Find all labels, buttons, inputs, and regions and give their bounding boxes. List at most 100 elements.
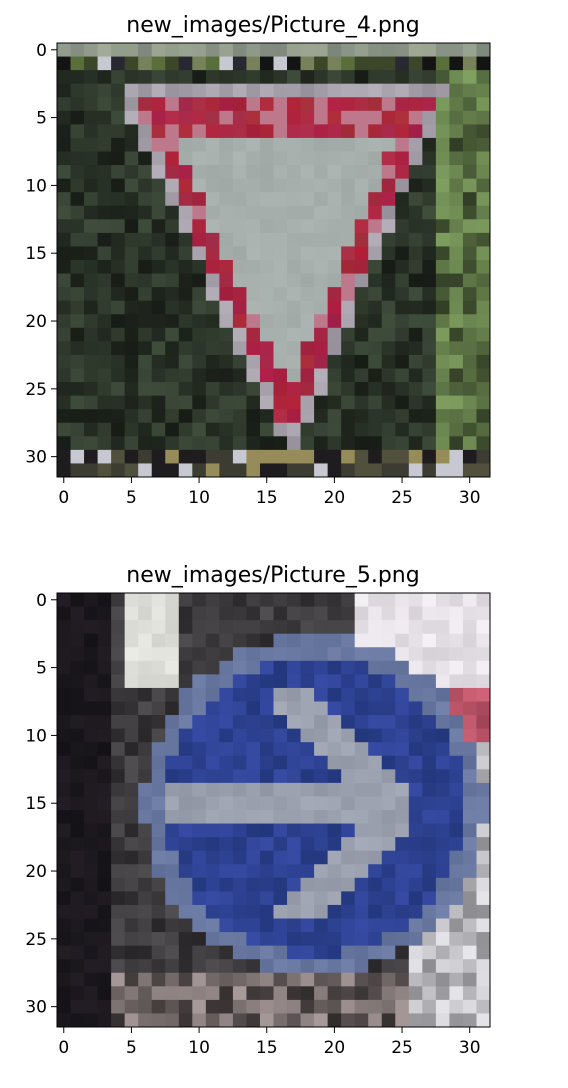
image-pixel (246, 850, 261, 865)
image-pixel (259, 43, 274, 58)
image-pixel (70, 422, 85, 437)
image-pixel (354, 823, 369, 838)
image-pixel (246, 449, 261, 464)
image-pixel (219, 409, 234, 424)
image-pixel (70, 660, 85, 675)
image-pixel (287, 83, 302, 98)
image-pixel (449, 837, 464, 852)
image-pixel (165, 877, 180, 892)
image-pixel (138, 260, 153, 275)
image-pixel (287, 341, 302, 356)
image-pixel (462, 232, 477, 247)
image-pixel (273, 110, 288, 125)
image-pixel (97, 986, 112, 1001)
image-pixel (422, 409, 437, 424)
image-pixel (462, 660, 477, 675)
image-pixel (381, 999, 396, 1014)
image-pixel (192, 178, 207, 193)
image-pixel (300, 449, 315, 464)
image-pixel (178, 959, 193, 974)
image-pixel (259, 891, 274, 906)
image-pixel (165, 137, 180, 152)
image-pixel (408, 354, 423, 369)
image-pixel (138, 341, 153, 356)
image-pixel (327, 864, 342, 879)
image-pixel (273, 769, 288, 784)
image-pixel (287, 137, 302, 152)
image-pixel (70, 368, 85, 383)
image-pixel (151, 932, 166, 947)
image-pixel (273, 422, 288, 437)
image-pixel (165, 56, 180, 71)
image-pixel (476, 932, 491, 947)
image-pixel (381, 327, 396, 342)
image-pixel (395, 97, 410, 112)
image-pixel (422, 273, 437, 288)
image-pixel (354, 192, 369, 207)
image-pixel (124, 165, 139, 180)
image-pixel (273, 83, 288, 98)
image-pixel (327, 986, 342, 1001)
image-pixel (219, 837, 234, 852)
image-pixel (70, 232, 85, 247)
image-pixel (300, 205, 315, 220)
image-pixel (381, 742, 396, 757)
image-pixel (354, 463, 369, 478)
image-pixel (273, 891, 288, 906)
image-pixel (178, 97, 193, 112)
image-pixel (57, 742, 72, 757)
image-pixel (219, 810, 234, 825)
panel-2-title: new_images/Picture_5.png (126, 563, 419, 588)
image-pixel (205, 354, 220, 369)
image-pixel (138, 620, 153, 635)
image-pixel (138, 972, 153, 987)
image-pixel (408, 110, 423, 125)
image-pixel (435, 70, 450, 85)
image-pixel (300, 300, 315, 315)
image-pixel (259, 178, 274, 193)
image-pixel (354, 110, 369, 125)
image-pixel (381, 232, 396, 247)
image-pixel (205, 110, 220, 125)
image-pixel (219, 660, 234, 675)
image-pixel (151, 891, 166, 906)
image-pixel (259, 606, 274, 621)
image-pixel (232, 287, 247, 302)
image-pixel (273, 823, 288, 838)
image-pixel (111, 959, 126, 974)
image-pixel (192, 918, 207, 933)
image-pixel (381, 796, 396, 811)
image-pixel (138, 986, 153, 1001)
image-pixel (354, 165, 369, 180)
image-pixel (327, 728, 342, 743)
image-pixel (246, 945, 261, 960)
image-pixel (354, 755, 369, 770)
image-pixel (124, 823, 139, 838)
image-pixel (273, 742, 288, 757)
image-pixel (259, 246, 274, 261)
image-pixel (124, 354, 139, 369)
image-pixel (368, 999, 383, 1014)
image-pixel (462, 246, 477, 261)
image-pixel (165, 246, 180, 261)
image-pixel (165, 687, 180, 702)
image-pixel (57, 192, 72, 207)
image-pixel (165, 232, 180, 247)
image-pixel (449, 56, 464, 71)
image-pixel (165, 837, 180, 852)
image-pixel (368, 593, 383, 608)
image-pixel (476, 593, 491, 608)
image-pixel (408, 178, 423, 193)
image-pixel (70, 205, 85, 220)
image-pixel (178, 354, 193, 369)
image-pixel (205, 83, 220, 98)
image-pixel (111, 300, 126, 315)
image-pixel (476, 1013, 491, 1028)
image-pixel (300, 701, 315, 716)
image-pixel (327, 192, 342, 207)
image-pixel (70, 633, 85, 648)
image-pixel (422, 192, 437, 207)
image-pixel (300, 110, 315, 125)
image-pixel (476, 986, 491, 1001)
image-pixel (259, 368, 274, 383)
